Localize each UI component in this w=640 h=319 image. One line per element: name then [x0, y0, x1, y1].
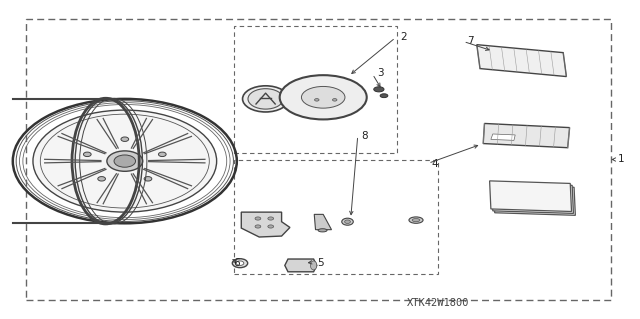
Ellipse shape: [159, 152, 166, 157]
Ellipse shape: [409, 217, 423, 223]
Ellipse shape: [280, 75, 367, 119]
Polygon shape: [493, 185, 575, 215]
Ellipse shape: [268, 217, 274, 220]
Ellipse shape: [107, 151, 143, 171]
Polygon shape: [483, 123, 570, 148]
Text: 4: 4: [432, 159, 438, 169]
Ellipse shape: [333, 99, 337, 101]
Ellipse shape: [243, 86, 289, 112]
Text: XTK42W1800: XTK42W1800: [407, 298, 470, 308]
Ellipse shape: [374, 87, 384, 92]
Polygon shape: [492, 183, 573, 213]
Ellipse shape: [232, 259, 248, 268]
Polygon shape: [241, 212, 290, 237]
Ellipse shape: [412, 219, 420, 222]
Ellipse shape: [314, 99, 319, 101]
Ellipse shape: [98, 177, 106, 181]
Text: 5: 5: [317, 258, 323, 268]
Polygon shape: [314, 214, 332, 230]
Polygon shape: [490, 181, 572, 211]
Ellipse shape: [255, 225, 261, 228]
Text: 2: 2: [400, 32, 406, 42]
Ellipse shape: [236, 261, 244, 265]
Text: 6: 6: [234, 258, 240, 268]
Ellipse shape: [310, 261, 317, 270]
Text: 3: 3: [378, 68, 384, 78]
Ellipse shape: [33, 110, 216, 212]
Ellipse shape: [301, 86, 345, 108]
Ellipse shape: [380, 94, 388, 98]
Polygon shape: [477, 45, 566, 77]
Ellipse shape: [83, 152, 91, 157]
Ellipse shape: [342, 218, 353, 225]
Text: 7: 7: [467, 36, 474, 47]
Polygon shape: [285, 259, 317, 272]
Ellipse shape: [144, 177, 152, 181]
Text: 8: 8: [362, 130, 368, 141]
Ellipse shape: [255, 217, 261, 220]
Ellipse shape: [345, 220, 351, 223]
Ellipse shape: [121, 137, 129, 141]
Text: 1: 1: [618, 154, 624, 165]
Ellipse shape: [318, 229, 327, 232]
Ellipse shape: [268, 225, 274, 228]
Ellipse shape: [248, 89, 283, 109]
Polygon shape: [491, 134, 515, 140]
Ellipse shape: [114, 155, 136, 167]
